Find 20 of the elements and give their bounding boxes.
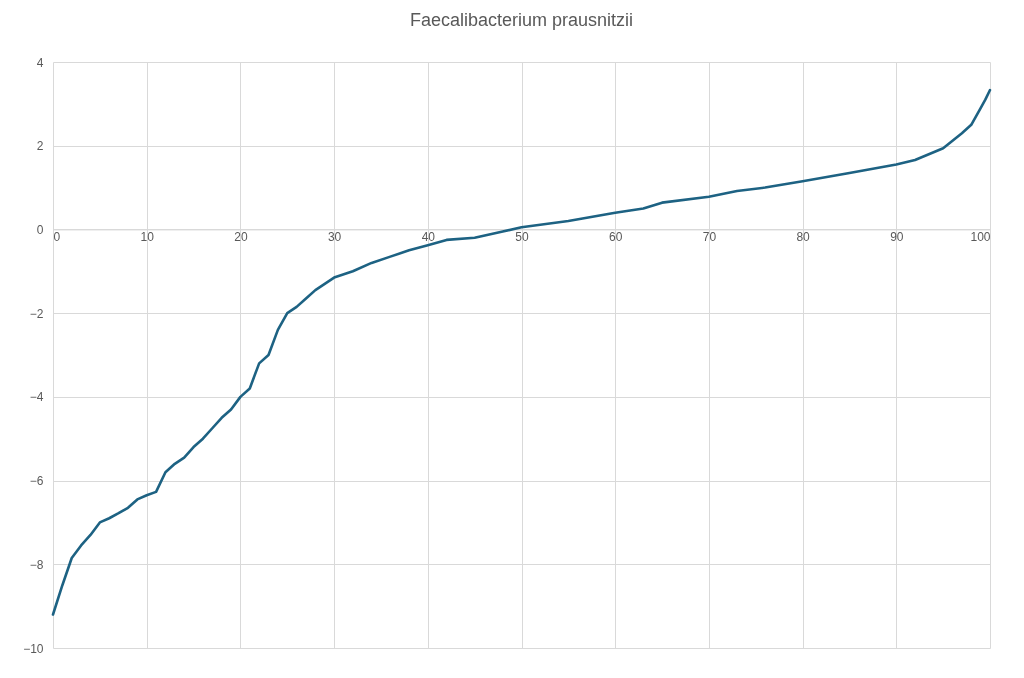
x-tick-label: 20 xyxy=(234,229,248,244)
y-tick-label: 2 xyxy=(36,139,44,154)
x-tick-label: 30 xyxy=(327,229,342,244)
x-tick-label: 70 xyxy=(702,229,717,244)
x-tick-label: 100 xyxy=(970,229,991,244)
x-tick-label: 90 xyxy=(890,229,904,244)
y-tick-label: −2 xyxy=(29,306,44,321)
x-tick-label: 60 xyxy=(609,229,623,244)
x-tick-label: 10 xyxy=(140,229,155,244)
x-tick-label: 40 xyxy=(421,229,436,244)
y-tick-label: −8 xyxy=(29,557,44,572)
x-tick-label: 80 xyxy=(796,229,811,244)
x-tick-label: 50 xyxy=(515,229,529,244)
y-tick-label: −10 xyxy=(23,641,44,656)
y-tick-label: 4 xyxy=(36,55,44,70)
line-series xyxy=(51,88,992,616)
x-tick-label: 0 xyxy=(53,229,61,244)
chart-title: Faecalibacterium prausnitzii xyxy=(409,10,634,30)
y-tick-label: −6 xyxy=(29,474,44,489)
y-tick-label: −4 xyxy=(29,390,44,405)
